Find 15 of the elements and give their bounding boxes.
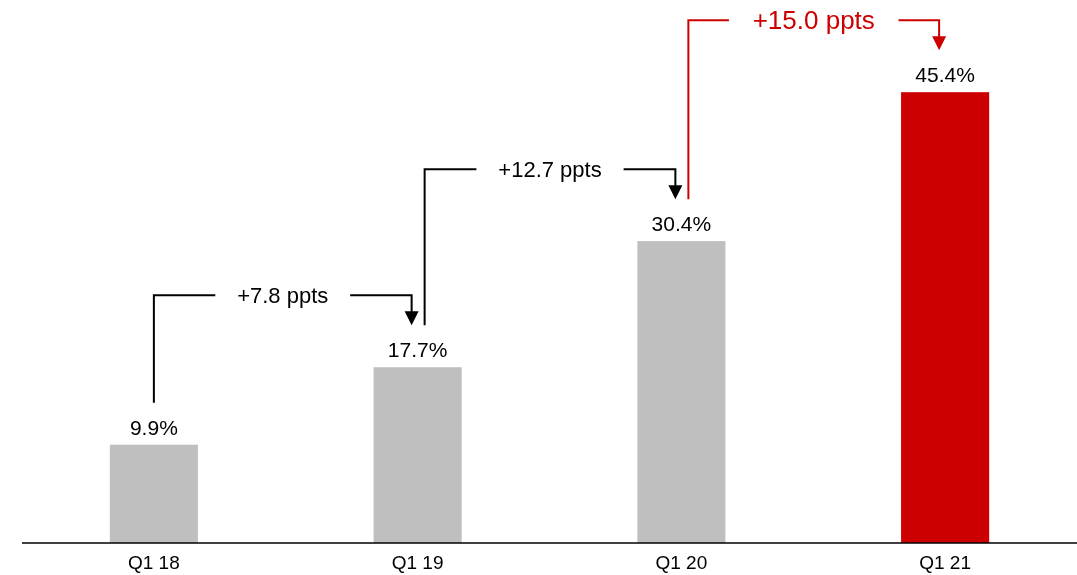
annotation: +12.7 ppts [498, 156, 602, 182]
bar [109, 444, 198, 543]
bar [637, 241, 726, 543]
text: +15.0 ppts [752, 5, 875, 36]
x-tick-label: Q1 19 [391, 552, 444, 573]
annotation: +7.8 ppts [237, 282, 329, 308]
bar [901, 92, 990, 543]
bar [373, 367, 462, 543]
data-label: 9.9% [129, 415, 178, 439]
x-tick-label: Q1 18 [127, 552, 180, 573]
x-tick-label: Q1 20 [655, 552, 708, 573]
data-label: 30.4% [651, 212, 712, 236]
data-label: 17.7% [387, 338, 448, 362]
x-tick-label: Q1 21 [919, 552, 972, 573]
data-label: 45.4% [915, 63, 975, 87]
